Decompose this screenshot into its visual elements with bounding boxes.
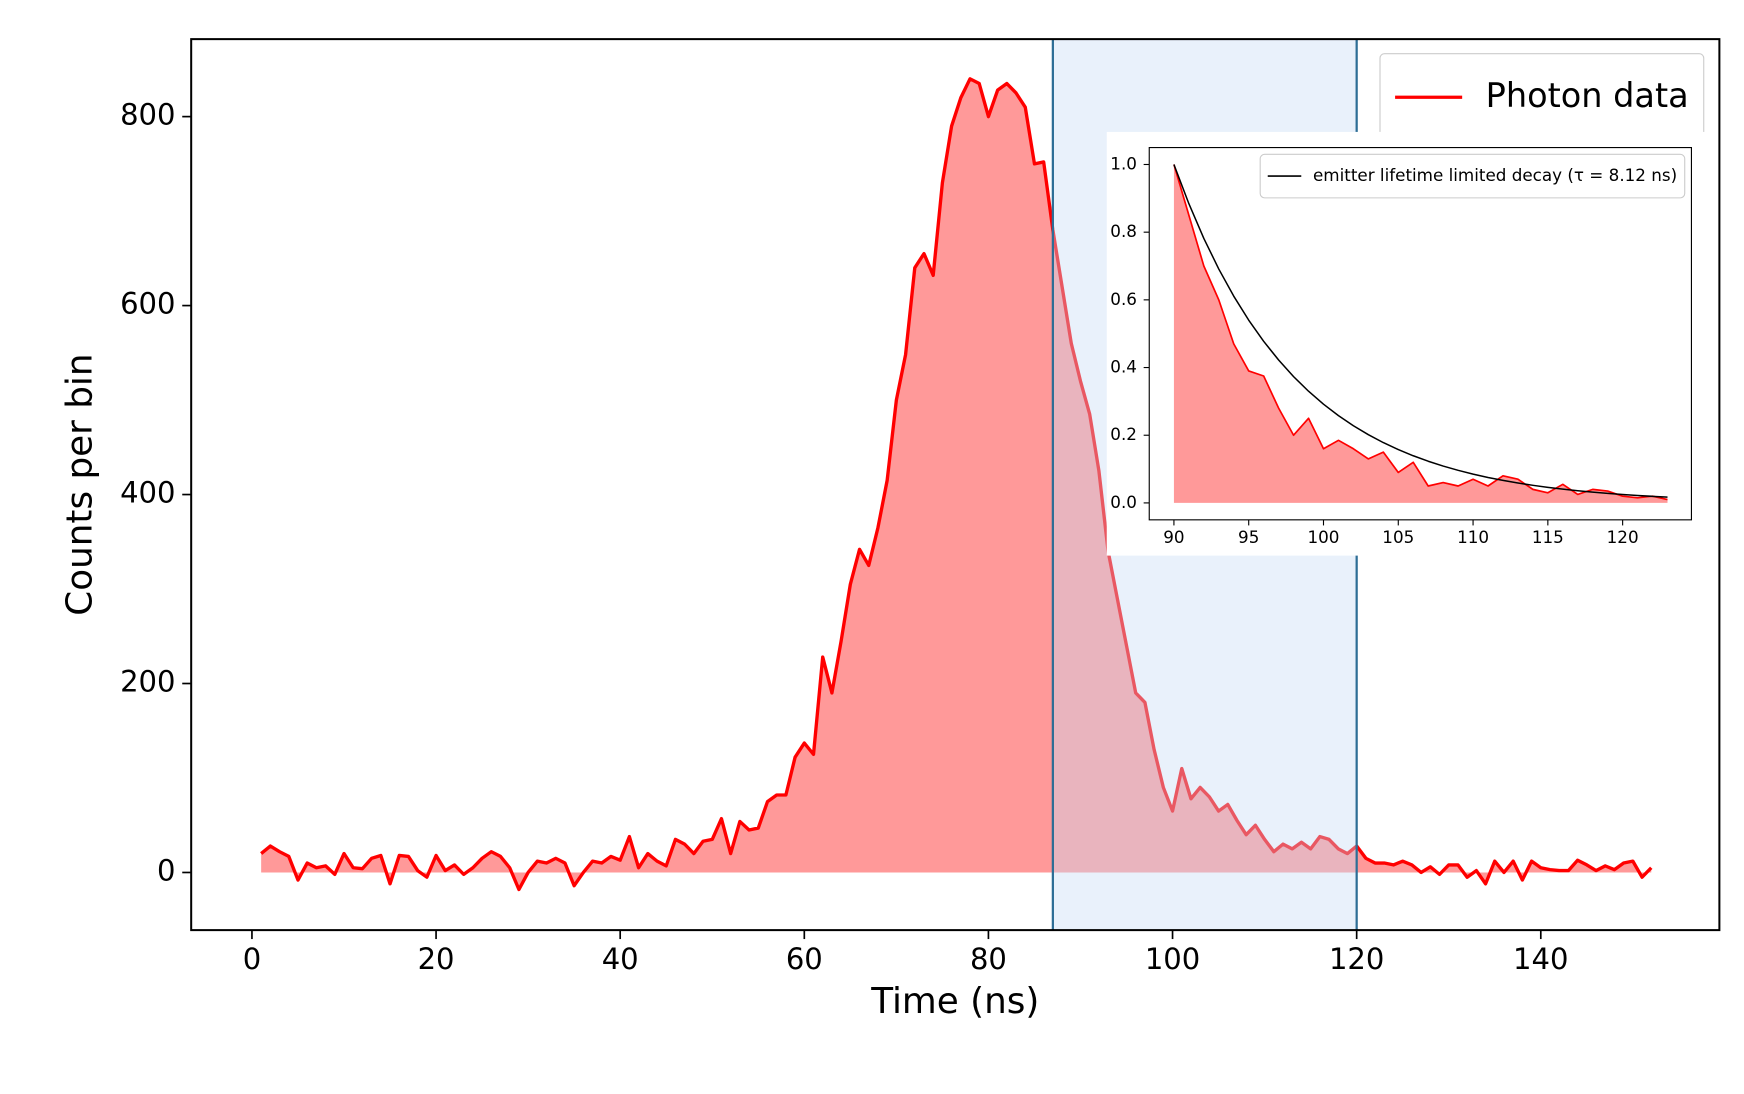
x-tick-label: 115 (1532, 527, 1564, 547)
y-tick-label: 1.0 (1110, 153, 1137, 173)
x-tick-label: 0 (243, 942, 261, 976)
y-tick-label: 800 (120, 98, 175, 132)
y-tick-label: 600 (120, 287, 175, 321)
x-tick-label: 100 (1145, 942, 1200, 976)
legend-label: emitter lifetime limited decay (τ = 8.12… (1313, 165, 1677, 185)
chart-panel: 90 95 100 105 110 115 120 0.0 0.2 0.4 0.6 0.8 1.0 emi… (1106, 131, 1708, 556)
x-tick-label: 60 (786, 942, 823, 976)
area-fill (261, 78, 1652, 890)
area-fill (1173, 164, 1668, 503)
plot-area (1173, 164, 1668, 503)
legend: Photon data (1379, 53, 1705, 142)
x-tick-label: 90 (1163, 527, 1184, 547)
axes-frame (190, 38, 1721, 932)
x-tick-label: 105 (1382, 527, 1414, 547)
y-axis-label: Counts per bin (60, 353, 101, 615)
y-tick-label: 0 (157, 853, 175, 887)
axes-frame (1148, 147, 1692, 521)
legend-box (1259, 153, 1686, 199)
y-tick-label: 200 (120, 665, 175, 699)
x-tick-label: 95 (1238, 527, 1259, 547)
x-axis-label: Time (ns) (870, 981, 1039, 1022)
x-tick-label: 110 (1457, 527, 1489, 547)
x-tick-label: 120 (1607, 527, 1639, 547)
area-line (260, 77, 1653, 892)
y-tick-label: 400 (120, 476, 175, 510)
x-tick-label: 40 (602, 942, 639, 976)
y-tick-label: 0.2 (1110, 424, 1137, 444)
y-tick-label: 0.4 (1110, 357, 1137, 377)
fit-line (1173, 164, 1668, 498)
x-tick-label: 80 (970, 942, 1007, 976)
x-tick-label: 140 (1513, 942, 1568, 976)
x-tick-label: 100 (1308, 527, 1340, 547)
y-tick-label: 0.6 (1110, 289, 1137, 309)
x-tick-label: 20 (418, 942, 455, 976)
legend-label: Photon data (1486, 76, 1689, 115)
x-tick-label: 120 (1329, 942, 1384, 976)
y-tick-label: 0.0 (1110, 492, 1137, 512)
legend: emitter lifetime limited decay (τ = 8.12… (1259, 153, 1686, 199)
y-tick-label: 0.8 (1110, 221, 1137, 241)
